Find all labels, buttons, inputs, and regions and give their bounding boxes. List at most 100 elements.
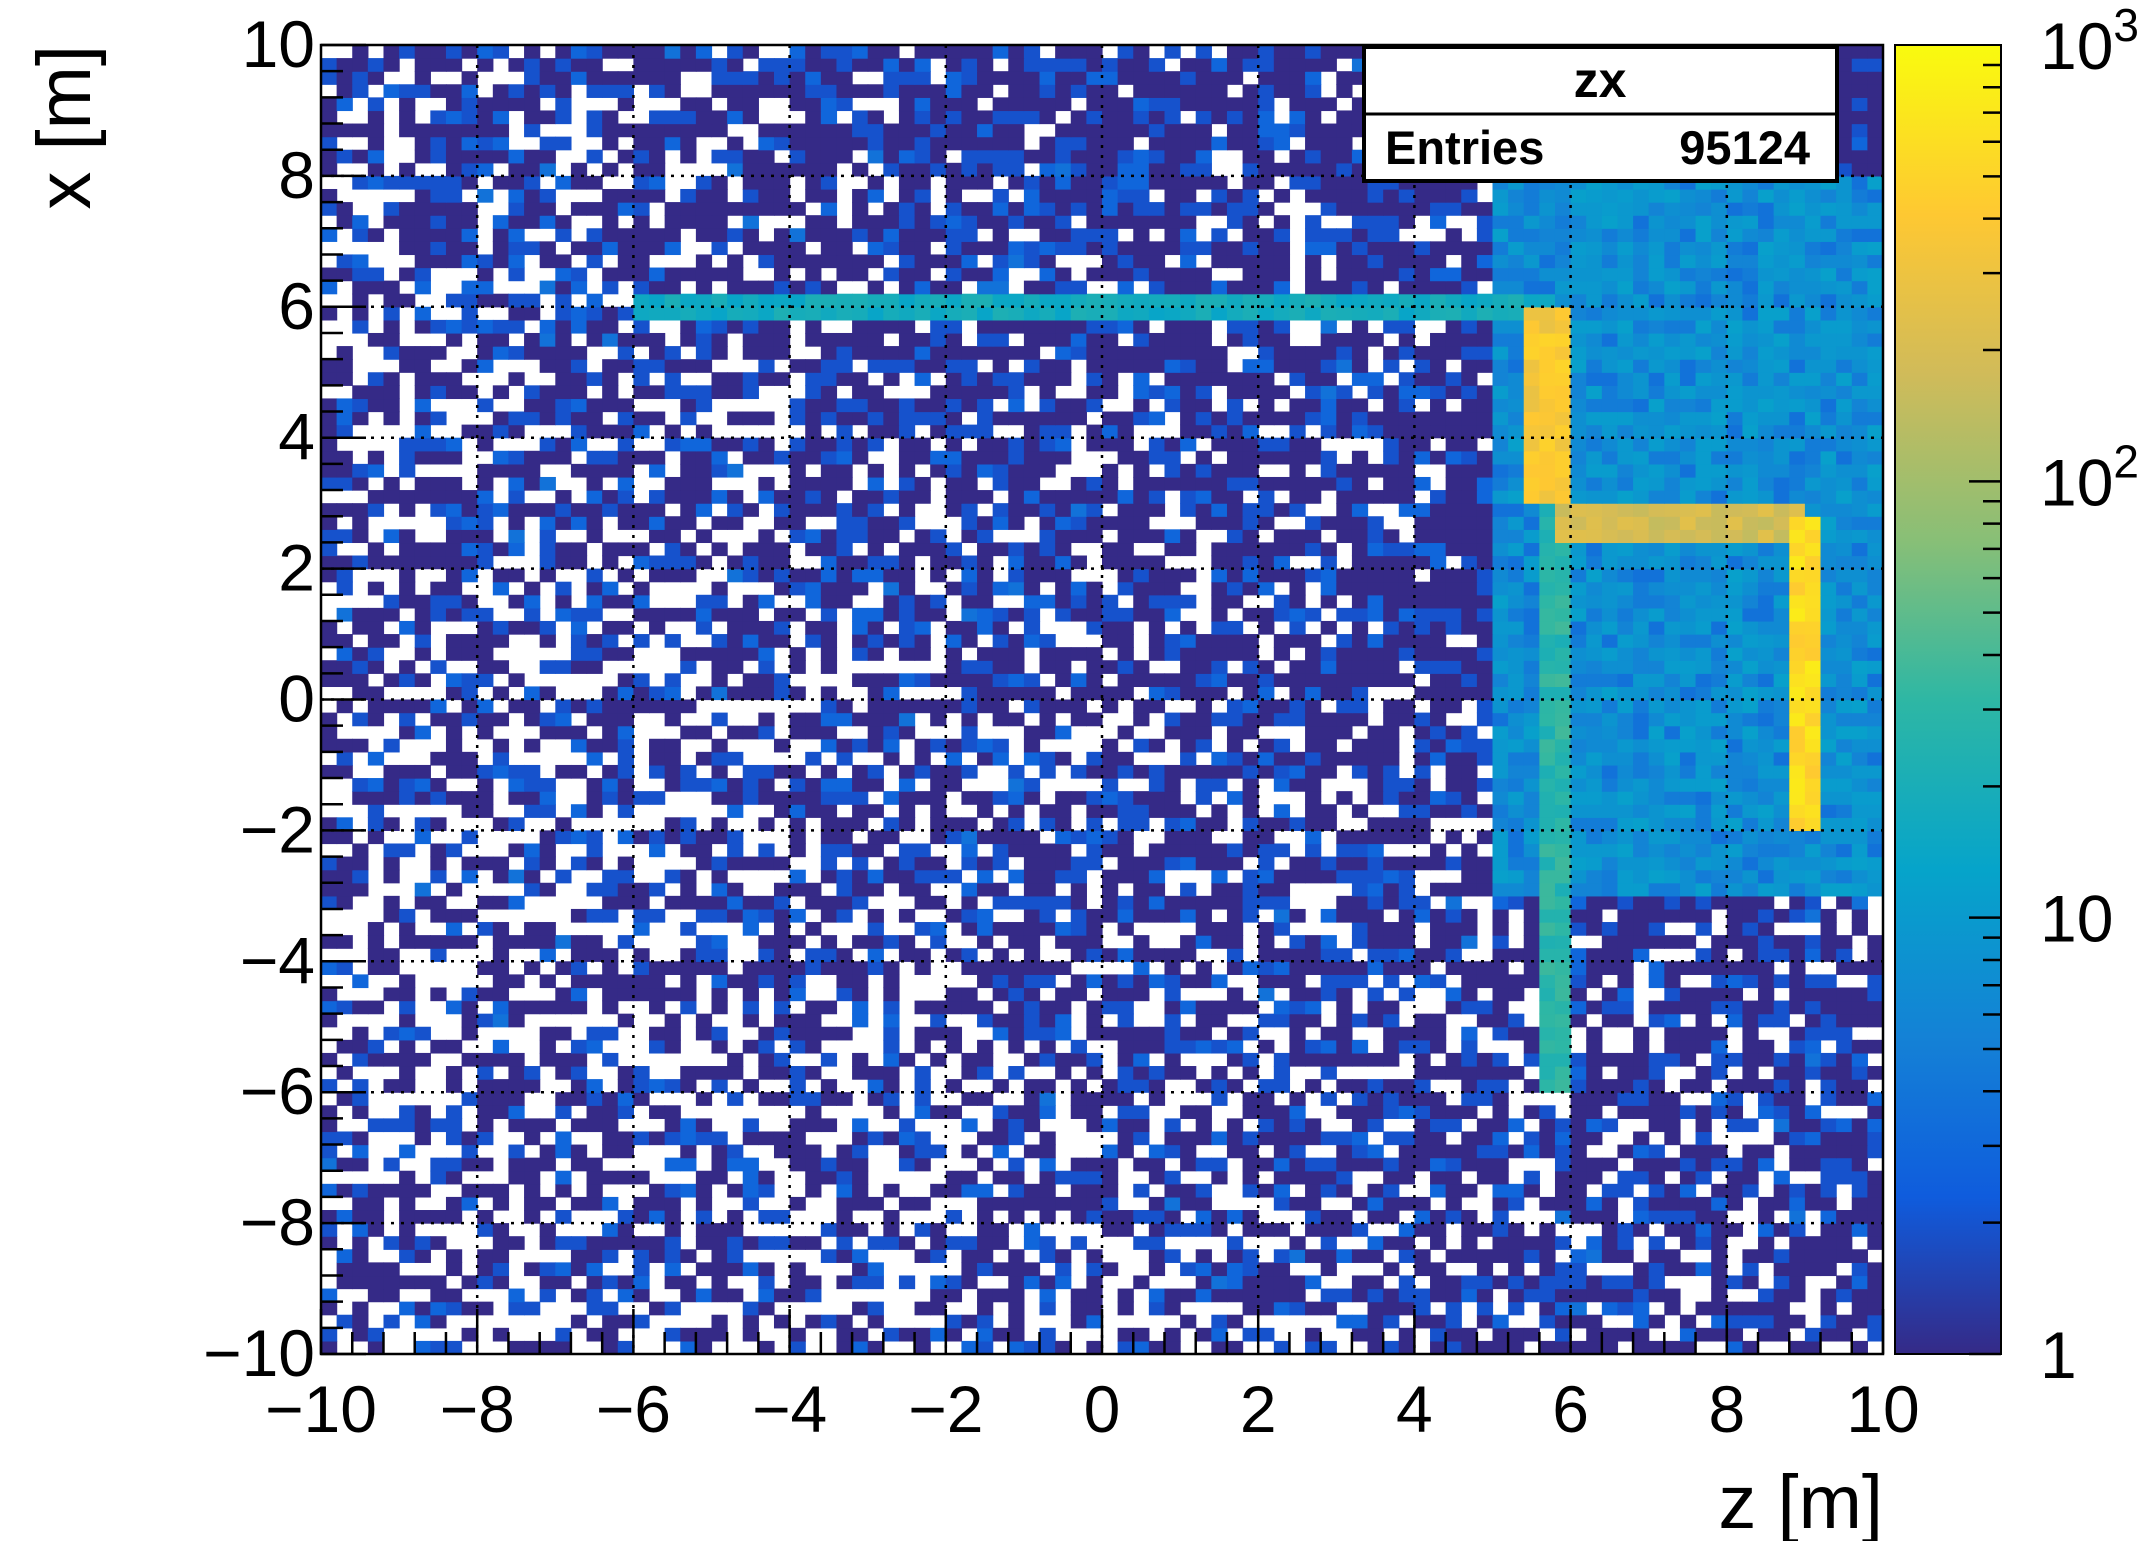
heatmap-cell bbox=[711, 882, 728, 897]
heatmap-cell bbox=[1445, 751, 1462, 766]
heatmap-cell bbox=[477, 856, 494, 871]
heatmap-cell bbox=[1305, 1013, 1322, 1028]
heatmap-cell bbox=[1664, 607, 1681, 622]
heatmap-cell bbox=[664, 1196, 681, 1211]
heatmap-cell bbox=[930, 1236, 947, 1250]
heatmap-cell bbox=[1398, 1092, 1415, 1106]
heatmap-cell bbox=[539, 1340, 556, 1355]
heatmap-cell bbox=[1523, 673, 1540, 688]
heatmap-cell bbox=[336, 830, 353, 845]
heatmap-cell bbox=[773, 908, 791, 923]
heatmap-cell bbox=[1726, 869, 1744, 884]
heatmap-cell bbox=[352, 1327, 369, 1342]
heatmap-cell bbox=[321, 935, 338, 949]
heatmap-cell bbox=[508, 1236, 525, 1250]
heatmap-cell bbox=[1726, 503, 1744, 517]
heatmap-cell bbox=[664, 712, 681, 727]
heatmap-cell bbox=[1804, 908, 1822, 923]
heatmap-cell bbox=[758, 647, 775, 661]
heatmap-cell bbox=[586, 1026, 603, 1041]
heatmap-cell bbox=[602, 1118, 619, 1133]
heatmap-cell bbox=[1008, 476, 1025, 491]
heatmap-cell bbox=[1351, 895, 1369, 910]
heatmap-cell bbox=[1492, 804, 1509, 818]
heatmap-cell bbox=[1539, 974, 1556, 989]
heatmap-cell bbox=[1711, 712, 1728, 727]
heatmap-cell bbox=[867, 686, 884, 701]
heatmap-cell bbox=[1008, 1118, 1025, 1133]
heatmap-cell bbox=[1773, 882, 1790, 897]
heatmap-cell bbox=[1211, 1000, 1228, 1015]
heatmap-cell bbox=[1492, 1249, 1509, 1263]
heatmap-cell bbox=[445, 843, 463, 858]
heatmap-cell bbox=[539, 804, 556, 818]
heatmap-cell bbox=[1539, 529, 1556, 544]
heatmap-cell bbox=[1430, 856, 1447, 871]
heatmap-cell bbox=[1367, 529, 1384, 544]
heatmap-cell bbox=[1726, 1157, 1744, 1172]
heatmap-cell bbox=[399, 791, 416, 805]
heatmap-cell bbox=[1523, 935, 1540, 949]
heatmap-cell bbox=[1742, 948, 1759, 962]
heatmap-cell bbox=[1758, 830, 1775, 845]
heatmap-cell bbox=[1461, 987, 1478, 1002]
heatmap-cell bbox=[1851, 529, 1868, 544]
heatmap-cell bbox=[930, 450, 947, 465]
heatmap-cell bbox=[1367, 647, 1384, 661]
heatmap-cell bbox=[1726, 987, 1744, 1002]
heatmap-cell bbox=[1492, 620, 1509, 635]
heatmap-cell bbox=[1461, 1131, 1478, 1146]
heatmap-cell bbox=[1742, 1157, 1759, 1172]
heatmap-cell bbox=[1273, 568, 1291, 583]
heatmap-cell bbox=[1242, 1223, 1259, 1237]
heatmap-cell bbox=[1820, 437, 1837, 452]
heatmap-cell bbox=[1398, 503, 1415, 517]
heatmap-cell bbox=[1273, 843, 1291, 858]
heatmap-cell bbox=[602, 1170, 619, 1185]
heatmap-cell bbox=[524, 1000, 541, 1015]
heatmap-cell bbox=[492, 1223, 510, 1237]
heatmap-cell bbox=[1789, 1105, 1806, 1119]
heatmap-cell bbox=[1508, 1026, 1525, 1041]
heatmap-cell bbox=[695, 830, 713, 845]
heatmap-cell bbox=[1492, 594, 1509, 609]
heatmap-cell bbox=[477, 516, 494, 530]
heatmap-cell bbox=[1023, 1052, 1041, 1067]
heatmap-cell bbox=[1476, 673, 1494, 688]
heatmap-cell bbox=[414, 1183, 431, 1198]
heatmap-cell bbox=[1851, 725, 1868, 740]
heatmap-cell bbox=[727, 1144, 744, 1159]
heatmap-cell bbox=[1711, 1039, 1728, 1054]
heatmap-cell bbox=[1554, 673, 1572, 688]
heatmap-cell bbox=[1851, 1039, 1868, 1054]
heatmap-cell bbox=[1305, 660, 1322, 674]
heatmap-cell bbox=[727, 1223, 744, 1237]
heatmap-cell bbox=[477, 1157, 494, 1172]
heatmap-cell bbox=[1601, 634, 1619, 648]
heatmap-cell bbox=[1742, 1301, 1759, 1316]
heatmap-cell bbox=[321, 634, 338, 648]
heatmap-cell bbox=[1554, 686, 1572, 701]
heatmap-cell bbox=[1601, 987, 1619, 1002]
heatmap-cell bbox=[664, 1262, 681, 1277]
heatmap-cell bbox=[711, 450, 728, 465]
heatmap-cell bbox=[1336, 660, 1353, 674]
heatmap-cell bbox=[1508, 568, 1525, 583]
heatmap-cell bbox=[1586, 660, 1603, 674]
heatmap-cell bbox=[1789, 974, 1806, 989]
heatmap-cell bbox=[1851, 581, 1868, 596]
heatmap-cell bbox=[1320, 1262, 1337, 1277]
heatmap-cell bbox=[898, 1052, 916, 1067]
heatmap-cell bbox=[570, 1066, 588, 1080]
heatmap-cell bbox=[1133, 1066, 1150, 1080]
heatmap-cell bbox=[586, 424, 603, 439]
heatmap-cell bbox=[758, 974, 775, 989]
heatmap-cell bbox=[1789, 476, 1806, 491]
heatmap-cell bbox=[1586, 869, 1603, 884]
heatmap-cell bbox=[820, 948, 838, 962]
heatmap-cell bbox=[992, 922, 1009, 936]
heatmap-cell bbox=[789, 778, 806, 792]
heatmap-cell bbox=[1226, 1026, 1244, 1041]
heatmap-cell bbox=[898, 437, 916, 452]
heatmap-cell bbox=[1117, 1092, 1134, 1106]
